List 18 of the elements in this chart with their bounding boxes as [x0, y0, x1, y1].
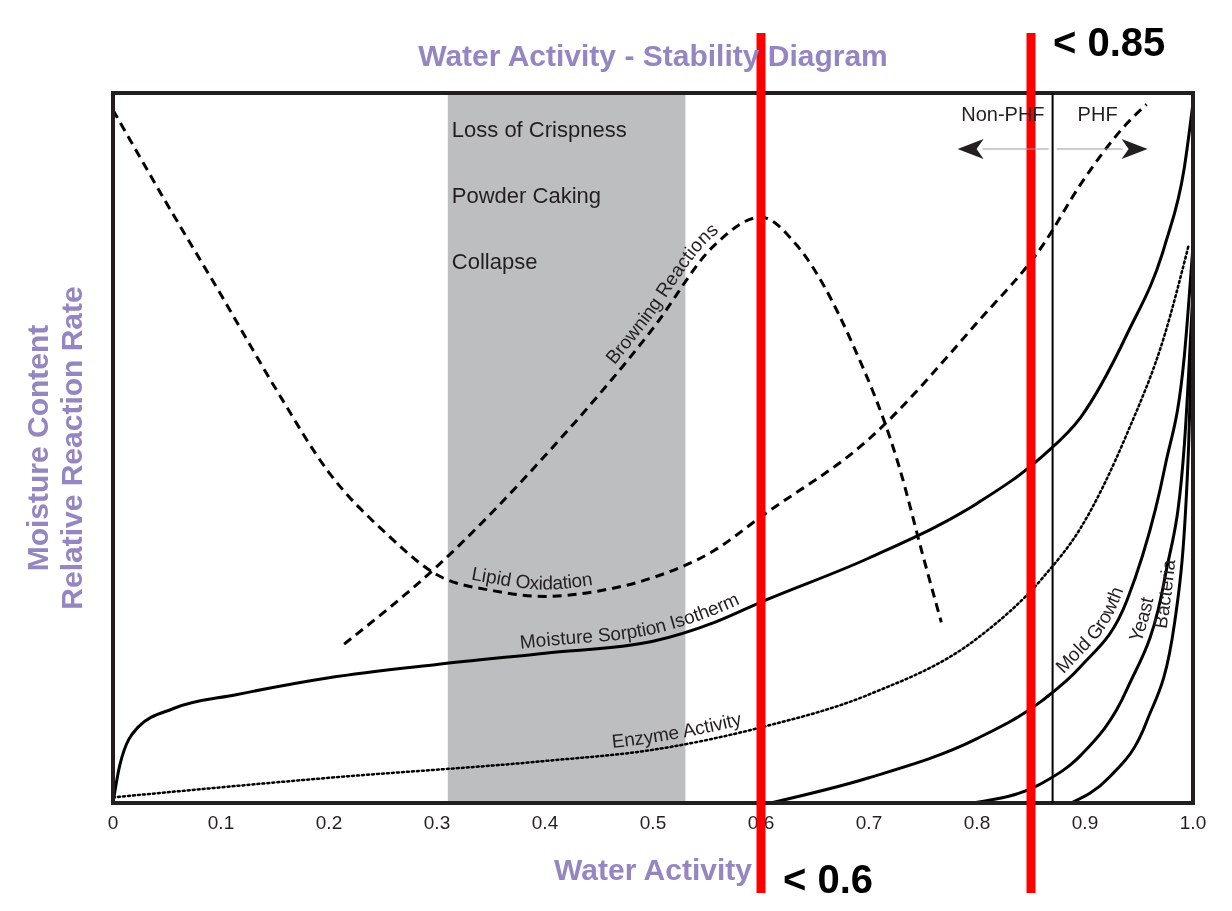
x-tick-label: 1.0	[1179, 812, 1207, 833]
ref-line-label: < 0.6	[783, 857, 874, 901]
x-tick-label: 0.9	[1071, 812, 1099, 833]
series-label: Enzyme Activity	[610, 708, 744, 752]
annotation: PHF	[1077, 103, 1118, 125]
x-tick-label: 0.3	[423, 812, 451, 833]
ref-line-label: < 0.85	[1053, 20, 1166, 64]
x-tick-label: 0.2	[315, 812, 343, 833]
x-tick-label: 0.4	[531, 812, 559, 833]
x-tick-label: 0.7	[855, 812, 883, 833]
text: Loss of Crispness Powder Caking Collapse	[451, 117, 627, 274]
y-axis-title: Moisture Content Relative Reaction Rate	[21, 286, 88, 610]
x-tick-label: 0.5	[639, 812, 667, 833]
x-tick-label: 0.8	[963, 812, 991, 833]
x-tick-label: 0	[107, 812, 119, 833]
x-axis-title: Water Activity	[554, 853, 753, 886]
series-label: Lipid Oxidation	[470, 562, 594, 594]
x-tick-label: 0.1	[207, 812, 235, 833]
